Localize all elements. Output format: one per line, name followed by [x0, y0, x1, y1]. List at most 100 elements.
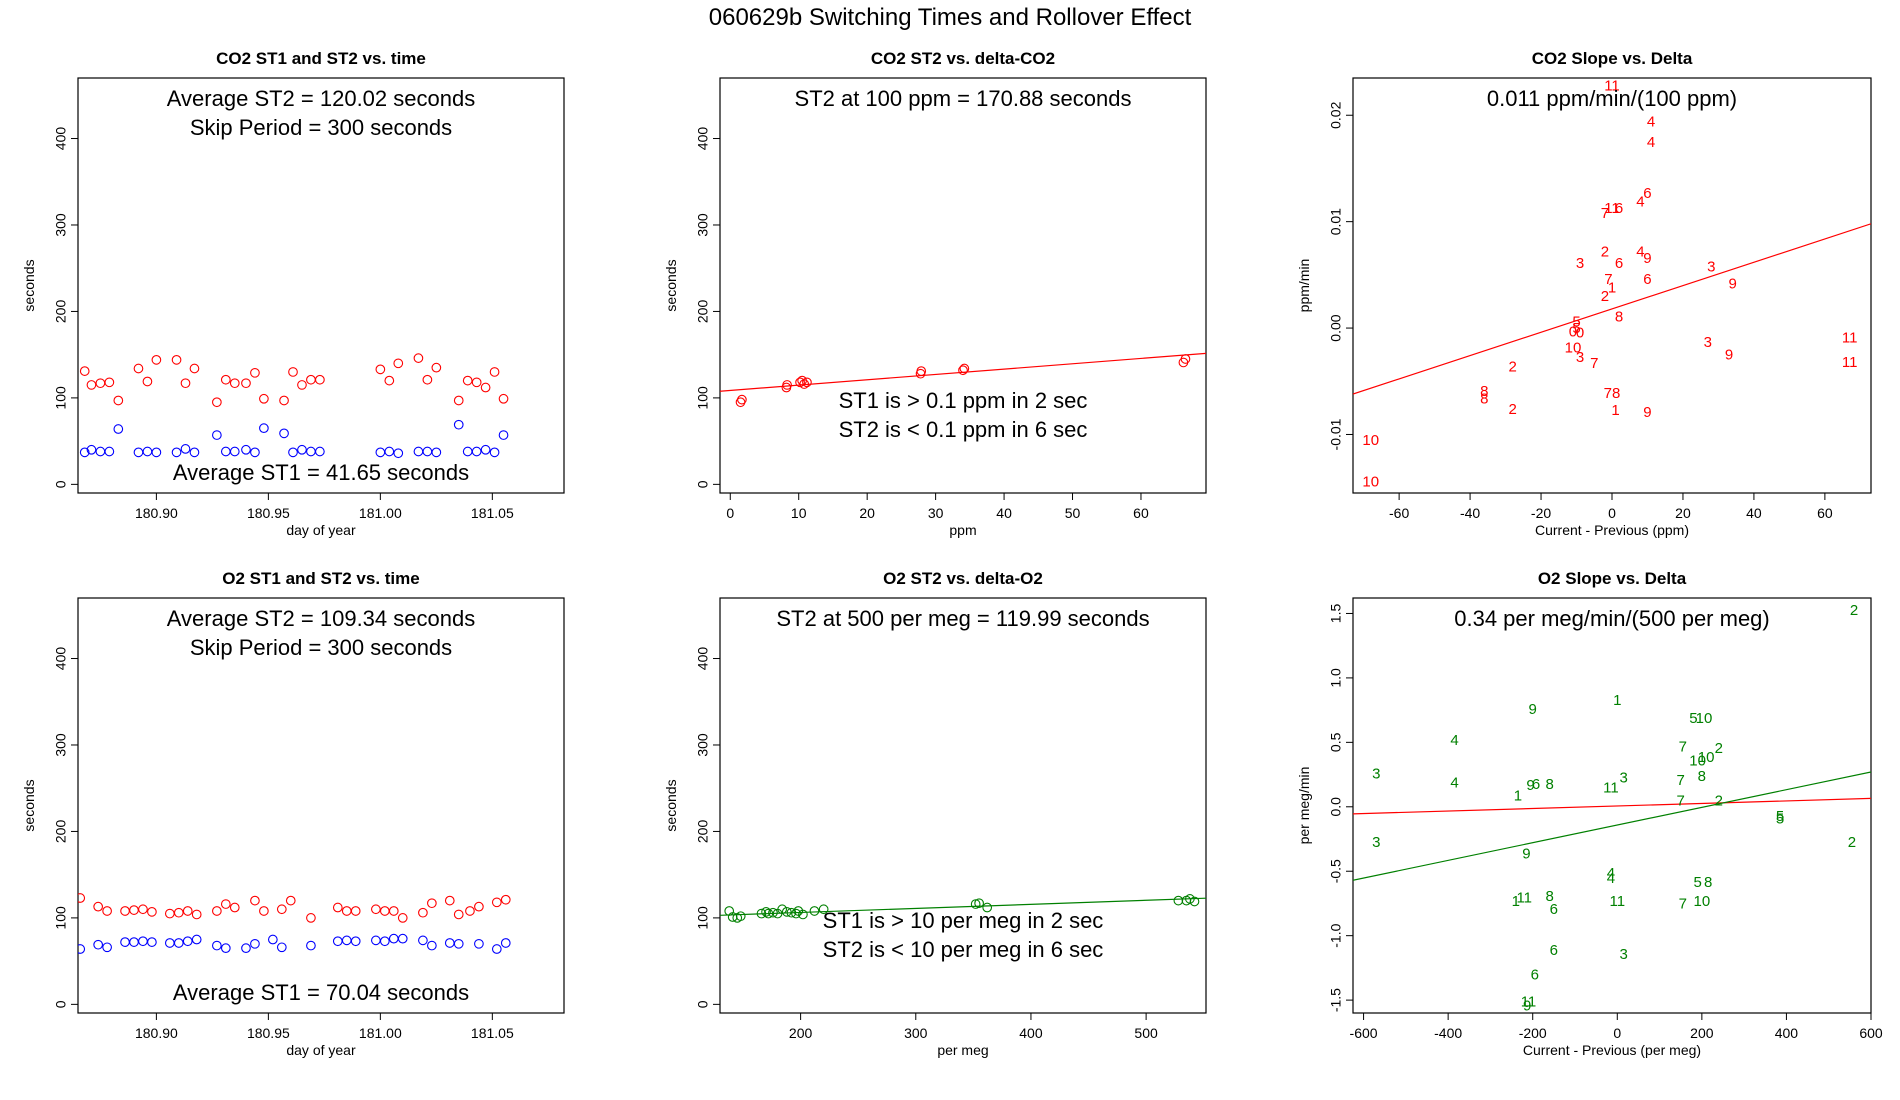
data-point-label: 3 [1372, 766, 1380, 783]
data-point-st2 [818, 904, 829, 915]
x-axis-label: day of year [286, 522, 356, 538]
data-point-st2 [102, 906, 112, 916]
y-axis-label: seconds [21, 259, 37, 311]
data-point-st2 [388, 906, 399, 916]
data-point-st2 [777, 904, 788, 915]
data-point-label: 8 [1704, 874, 1712, 891]
y-tick-label: 0.02 [1328, 101, 1344, 128]
x-tick-label: 40 [1746, 505, 1762, 521]
data-point-label: 11 [1604, 200, 1620, 217]
data-point-st2 [799, 379, 810, 389]
data-point-st2 [95, 378, 106, 389]
data-point-st2 [250, 367, 260, 378]
data-point-st1 [375, 447, 386, 458]
y-tick-label: -1.5 [1328, 988, 1344, 1012]
x-tick-label: 50 [1065, 505, 1081, 521]
data-point-label: 1 [1512, 893, 1520, 910]
data-point-st2 [93, 901, 104, 912]
x-axis-label: ppm [949, 522, 976, 538]
y-tick-label: -1.0 [1328, 923, 1344, 947]
data-point-st2 [220, 374, 231, 385]
x-tick-label: 0 [1613, 1025, 1621, 1041]
data-point-label: 3 [1619, 946, 1627, 963]
data-point-st2 [79, 366, 90, 376]
data-point-st2 [379, 906, 390, 916]
data-point-st2 [306, 913, 316, 923]
data-point-label: 9 [1725, 347, 1733, 364]
data-point-st2 [465, 906, 475, 916]
data-point-label: 3 [1704, 334, 1712, 351]
data-point-st2 [974, 898, 984, 909]
data-point-st1 [180, 444, 191, 454]
data-point-st1 [431, 447, 442, 458]
data-point-st2 [761, 906, 771, 917]
data-point-label: 6 [1643, 271, 1651, 288]
plot-area [720, 894, 1206, 923]
x-tick-label: 500 [1134, 1025, 1158, 1041]
data-point-label: 10 [1565, 339, 1582, 356]
data-point-st1 [241, 444, 251, 455]
y-tick-label: 0.00 [1328, 314, 1344, 341]
data-point-label: 8 [1480, 383, 1488, 400]
data-point-st2 [129, 905, 139, 915]
data-point-st2 [180, 378, 191, 389]
data-point-label: 7 [1604, 271, 1612, 288]
data-point-st1 [279, 428, 289, 439]
data-point-st1 [250, 938, 260, 949]
data-point-label: 8 [1545, 888, 1553, 905]
data-point-st1 [78, 944, 86, 954]
data-point-st2 [151, 355, 162, 365]
x-tick-label: 20 [1675, 505, 1691, 521]
data-point-st2 [384, 375, 395, 386]
y-tick-label: 300 [53, 213, 69, 237]
x-tick-label: 10 [791, 505, 807, 521]
x-tick-label: 200 [789, 1025, 813, 1041]
data-point-st2 [285, 895, 296, 906]
data-point-st2 [1185, 894, 1195, 904]
data-point-st2 [297, 380, 307, 390]
panel-annotation: ST2 is < 0.1 ppm in 6 sec [839, 417, 1088, 442]
data-point-label: 2 [1715, 793, 1723, 810]
data-point-st2 [229, 902, 240, 913]
data-point-st2 [756, 908, 767, 919]
data-point-st1 [397, 933, 408, 944]
data-point-st1 [212, 430, 222, 440]
data-point-st2 [444, 895, 455, 906]
data-point-st2 [164, 908, 175, 919]
data-point-st1 [444, 938, 455, 948]
data-point-label: 10 [1362, 432, 1379, 449]
data-point-st1 [95, 446, 106, 457]
data-point-st1 [138, 936, 148, 947]
data-point-st2 [86, 380, 97, 390]
x-tick-label: 300 [904, 1025, 928, 1041]
data-point-st1 [229, 446, 240, 457]
fit-line-green [1353, 771, 1871, 881]
y-tick-label: 400 [53, 127, 69, 151]
data-point-st2 [422, 374, 433, 385]
data-point-label: 5 [1776, 811, 1784, 828]
panel-annotation: ST1 is > 0.1 ppm in 2 sec [839, 388, 1088, 413]
panel-annotation: ST2 at 500 per meg = 119.99 seconds [776, 606, 1149, 631]
data-point-st2 [341, 906, 352, 916]
data-point-label: 6 [1615, 200, 1623, 217]
data-point-label: 11 [1603, 780, 1619, 797]
y-tick-label: 1.0 [1328, 668, 1344, 688]
y-tick-label: 300 [53, 733, 69, 757]
data-point-label: 1 [1514, 787, 1522, 804]
y-tick-label: 0 [695, 1000, 711, 1008]
data-point-label: 9 [1643, 404, 1651, 421]
data-point-label: 9 [1523, 998, 1531, 1015]
y-tick-label: 0 [53, 1000, 69, 1008]
data-point-st1 [306, 940, 316, 951]
data-point-label: 9 [1529, 701, 1537, 718]
data-point-label: 2 [1715, 740, 1723, 757]
data-point-label: 0 [1576, 324, 1584, 341]
data-point-st2 [371, 904, 381, 915]
data-point-st1 [471, 446, 482, 457]
data-point-st1 [315, 446, 325, 457]
data-point-st1 [142, 446, 153, 457]
data-point-st1 [388, 933, 399, 944]
data-point-st1 [86, 444, 97, 455]
